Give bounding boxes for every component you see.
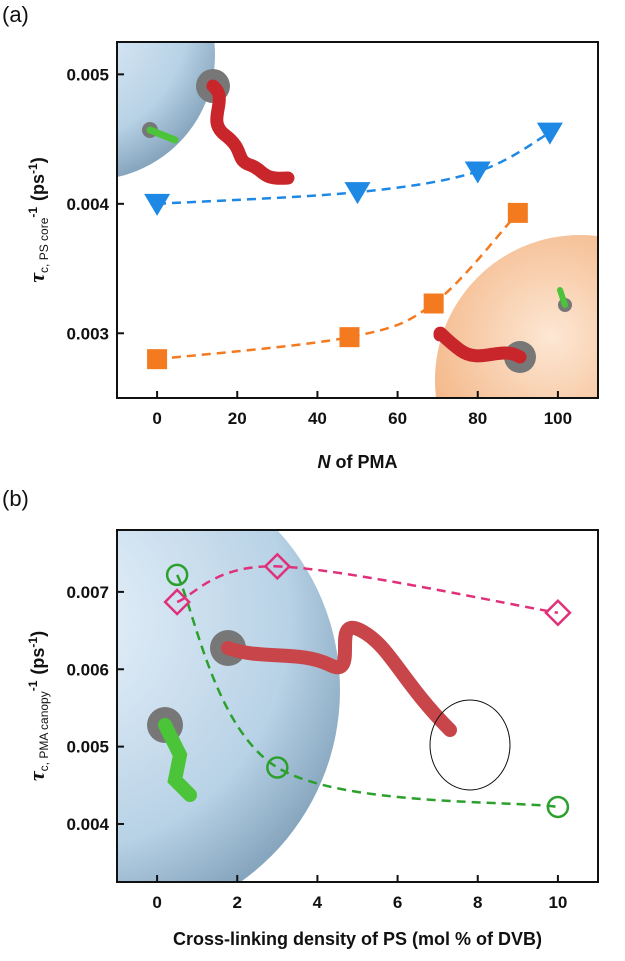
fit-curve bbox=[176, 565, 559, 615]
y-label-sub: c, PS core bbox=[37, 217, 51, 273]
y-tick-label: 0.004 bbox=[66, 195, 109, 214]
x-tick-label: 80 bbox=[468, 409, 487, 428]
marker bbox=[536, 122, 563, 145]
marker bbox=[339, 327, 360, 348]
x-tick-label: 20 bbox=[228, 409, 247, 428]
x-label-text: of PMA bbox=[336, 452, 398, 472]
marker bbox=[266, 756, 289, 779]
x-tick-label: 4 bbox=[313, 893, 323, 912]
marker bbox=[546, 795, 570, 819]
x-tick-label: 10 bbox=[548, 893, 567, 912]
y-label-unit-sup: -1 bbox=[26, 163, 40, 174]
fit-curve bbox=[157, 131, 551, 206]
marker bbox=[344, 182, 371, 205]
y-label-close: ) bbox=[28, 631, 48, 637]
panel-label: (a) bbox=[2, 2, 29, 27]
x-axis-label: Cross-linking density of PS (mol % of DV… bbox=[173, 929, 542, 949]
y-label-sup: -1 bbox=[26, 207, 40, 218]
y-label-unit-sup: -1 bbox=[26, 637, 40, 648]
y-tick-label: 0.006 bbox=[66, 660, 109, 679]
marker bbox=[163, 588, 191, 616]
x-tick-label: 6 bbox=[393, 893, 402, 912]
y-axis-label: τc, PMA canopy-1(ps-1) bbox=[24, 631, 51, 781]
x-label-text: Cross-linking density of PS (mol % of DV… bbox=[173, 929, 542, 949]
y-axis-label: τc, PS core-1(ps-1) bbox=[24, 157, 51, 282]
plot-frame bbox=[116, 529, 599, 883]
y-tick-label: 0.005 bbox=[66, 65, 109, 84]
y-label-unit: (ps bbox=[28, 648, 48, 675]
y-label-sub: c, PMA canopy bbox=[37, 691, 51, 771]
y-label-symbol: τ bbox=[24, 770, 49, 781]
x-tick-label: 100 bbox=[544, 409, 572, 428]
fit-curve bbox=[176, 574, 559, 809]
plot-frame bbox=[116, 41, 599, 399]
illustration bbox=[117, 530, 511, 882]
y-label-unit: (ps bbox=[28, 174, 48, 201]
x-tick-label: 2 bbox=[233, 893, 242, 912]
x-tick-label: 60 bbox=[388, 409, 407, 428]
y-tick-label: 0.003 bbox=[66, 324, 109, 343]
marker bbox=[144, 193, 171, 216]
marker bbox=[464, 161, 491, 184]
x-tick-label: 0 bbox=[152, 409, 161, 428]
y-label-symbol: τ bbox=[24, 272, 49, 283]
y-tick-label: 0.004 bbox=[66, 815, 109, 834]
marker bbox=[507, 202, 528, 223]
marker bbox=[165, 563, 189, 587]
panel-label: (b) bbox=[2, 486, 29, 511]
marker bbox=[263, 552, 292, 581]
marker bbox=[544, 599, 572, 627]
x-axis-label: N of PMA bbox=[317, 452, 397, 472]
y-label-sup: -1 bbox=[26, 680, 40, 691]
y-tick-label: 0.005 bbox=[66, 738, 109, 757]
x-tick-label: 8 bbox=[473, 893, 482, 912]
illustration bbox=[117, 42, 598, 398]
x-tick-label: 40 bbox=[308, 409, 327, 428]
y-label-close: ) bbox=[28, 157, 48, 163]
marker bbox=[147, 349, 168, 370]
fit-curve bbox=[156, 212, 519, 361]
x-tick-label: 0 bbox=[152, 893, 161, 912]
marker bbox=[423, 293, 444, 314]
x-label-italic: N bbox=[317, 452, 331, 472]
y-tick-label: 0.007 bbox=[66, 583, 109, 602]
